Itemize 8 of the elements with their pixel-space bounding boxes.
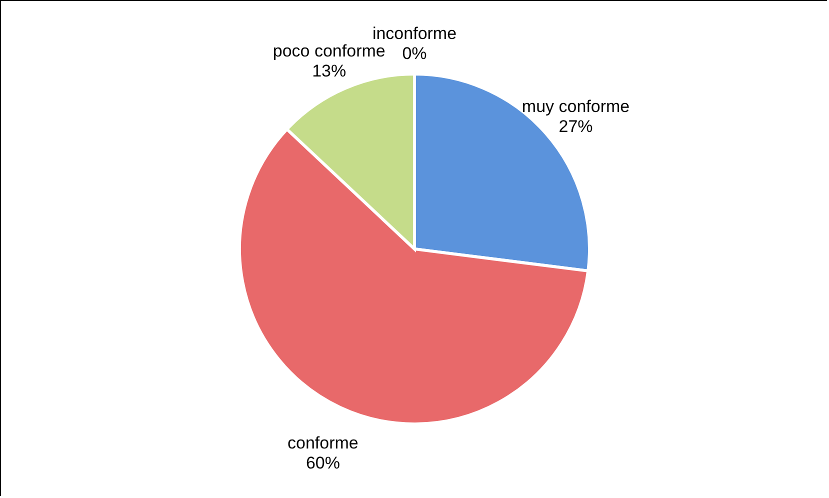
slice-label: conforme (288, 434, 358, 453)
text: 0% (402, 44, 427, 63)
data-label: 60% (306, 454, 340, 473)
data-label: 27% (558, 116, 593, 136)
category-label: inconforme (372, 24, 457, 43)
data-label: 13% (312, 62, 346, 81)
slice-label: poco conforme (272, 42, 386, 61)
slice-label: muy conforme (522, 96, 630, 116)
